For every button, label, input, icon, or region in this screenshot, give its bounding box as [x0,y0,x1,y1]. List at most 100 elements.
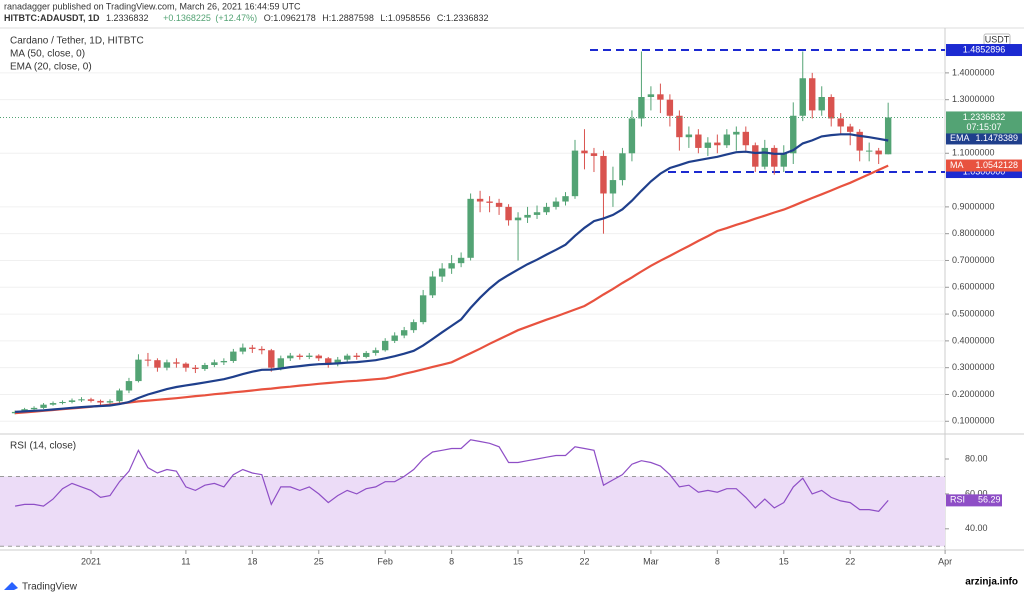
candle-body [49,403,57,405]
candle-body [87,399,95,401]
countdown: 07:15:07 [966,122,1001,132]
indicator-tag-name: EMA [950,133,970,143]
candle-body [287,355,294,359]
candle-body [344,355,351,360]
candle-body [211,362,218,365]
brand-text: TradingView [22,582,78,593]
y-tick-label: 0.9000000 [952,201,995,211]
indicator-tag-value: 1.1478389 [975,133,1018,143]
candle-body [192,367,199,370]
candle-body [116,390,123,402]
candle-body [524,214,531,218]
last-price-label: 1.2336832 [963,112,1006,122]
candle-body [438,268,446,277]
candle-body [543,206,550,213]
candle-body [714,142,721,146]
candle-body [619,153,626,181]
candle-body [666,99,674,116]
candle-body [201,365,209,370]
currency: USDT [985,34,1010,44]
ohlc-label: H: [322,13,331,23]
candle-body [771,147,778,167]
indicator-line [15,164,889,415]
candle-body [334,359,341,364]
x-tick-label: 8 [449,556,454,566]
candle-body [476,198,484,202]
candle-body [268,350,275,368]
candle-body [306,355,313,357]
rsi-band [0,476,945,547]
candle-body [220,360,228,363]
indicator-tag [946,132,1022,145]
candle-body [875,150,882,155]
candle-body [723,134,731,146]
x-tick-label: Feb [377,556,393,566]
candle-body [780,153,787,167]
candle-body [144,359,152,361]
candle-body [154,360,161,368]
y-tick-label: 60.00 [965,488,988,498]
candle-body [106,401,114,403]
x-tick-label: 22 [579,556,589,566]
candle-body [30,407,38,410]
candle-body [847,126,854,132]
candle-body [609,180,617,194]
candle-body [590,153,598,156]
candle-body [552,201,560,207]
candle-body [125,381,133,391]
candle-body [865,150,873,152]
candle-body [638,97,645,119]
rsi-tag [946,494,976,507]
x-tick-label: 11 [181,556,190,566]
y-tick-label: 1.3000000 [952,94,995,104]
x-tick-label: Apr [938,556,952,566]
rsi-line [14,439,889,512]
candle-body [381,340,389,351]
open-value: 1.0962178 [273,13,316,23]
candle-body [742,131,750,146]
candle-body [856,131,863,151]
candle-body [467,198,474,258]
candle-body [533,212,541,215]
candle-body [277,358,284,368]
candle-body [828,97,835,119]
candle-body [315,355,322,359]
close-value: 1.2336832 [446,13,489,23]
x-tick-label: 15 [513,556,523,566]
candle-body [581,150,588,154]
last-price-tag [946,111,1022,134]
candle-body [163,362,171,368]
candle-body [884,117,892,155]
candle-body [752,145,759,167]
ohlc-label: O: [264,13,274,23]
candle-body [628,118,636,154]
candle-body [657,94,664,100]
legend-entry: MA (50, close, 0) [10,49,85,60]
x-tick-label: 25 [314,556,324,566]
candle-body [97,400,104,403]
candle-body [372,350,379,353]
y-tick-label: 0.1000000 [952,416,995,426]
candle-body [325,358,332,364]
candle-body [457,257,465,264]
rsi-tag-value: 56.29 [978,495,1001,505]
y-tick-label: 0.6000000 [952,282,995,292]
y-tick-label: 40.00 [965,523,988,533]
x-tick-label: 15 [779,556,789,566]
candle-body [600,155,607,194]
candle-body [571,150,579,197]
candle-body [258,348,266,351]
y-tick-label: 1.1000000 [952,148,995,158]
candle-body [419,295,427,323]
x-tick-label: 2021 [81,556,101,566]
watermark: arzinja.info [965,577,1018,588]
candle-body [486,201,493,203]
candle-body [59,401,66,404]
candle-body [239,347,247,352]
candle-body [647,94,655,97]
candle-body [704,142,712,148]
candle-body [363,352,370,357]
candle-body [78,399,85,401]
